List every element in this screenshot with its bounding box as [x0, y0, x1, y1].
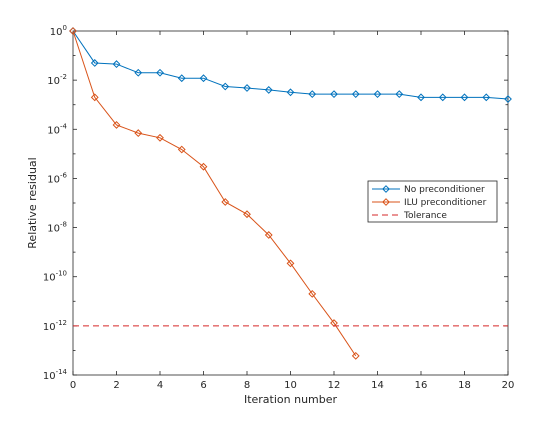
x-tick-label: 12	[328, 380, 341, 391]
x-tick-label: 2	[113, 380, 119, 391]
series-point	[199, 74, 208, 83]
series-point	[156, 133, 164, 142]
series-point	[438, 93, 447, 102]
legend-label: Tolerance	[403, 211, 447, 221]
series-point	[243, 84, 251, 92]
series-point	[177, 74, 186, 83]
series-point	[504, 95, 512, 103]
series-point	[460, 93, 469, 102]
series-point	[308, 90, 317, 99]
x-tick-label: 20	[502, 380, 515, 391]
x-tick-label: 16	[415, 380, 428, 391]
series-point	[134, 68, 143, 77]
legend-label: ILU preconditioner	[404, 198, 487, 208]
x-tick-label: 8	[244, 380, 250, 391]
series-point	[90, 93, 99, 102]
series-point	[482, 93, 491, 102]
y-tick-label: 10-8	[47, 221, 67, 235]
series-point	[112, 121, 121, 129]
series-point	[330, 90, 338, 99]
y-tick-label: 10-2	[47, 73, 67, 87]
series-point	[112, 60, 121, 68]
legend-marker	[382, 185, 390, 193]
x-tick-label: 18	[458, 380, 471, 391]
series-point	[395, 90, 404, 99]
series-point	[90, 59, 99, 67]
series-point	[177, 145, 186, 154]
x-tick-label: 14	[371, 380, 384, 391]
series-point	[69, 27, 77, 35]
series-point	[134, 129, 143, 137]
y-tick-label: 100	[50, 24, 67, 38]
series-point	[351, 90, 360, 99]
series-point	[264, 86, 273, 94]
series-point	[221, 198, 230, 206]
legend-label: No preconditioner	[404, 185, 485, 195]
series-point	[243, 210, 251, 219]
y-tick-label: 10-6	[47, 171, 67, 185]
y-tick-label: 10-4	[47, 122, 67, 136]
legend-marker	[382, 198, 390, 206]
x-tick-label: 6	[200, 380, 206, 391]
y-tick-label: 10-12	[43, 319, 67, 333]
series-line-1	[72, 30, 357, 357]
y-axis-label: Relative residual	[26, 157, 39, 248]
series-point	[221, 82, 230, 91]
series-point	[286, 259, 295, 268]
y-tick-label: 10-10	[43, 270, 67, 284]
x-axis-label: Iteration number	[244, 393, 338, 406]
series-point	[286, 88, 295, 97]
series-point	[417, 93, 425, 102]
series-point	[308, 289, 317, 298]
x-tick-label: 4	[157, 380, 163, 391]
series-point	[373, 90, 382, 99]
x-tick-label: 10	[284, 380, 297, 391]
y-tick-label: 10-14	[43, 368, 68, 382]
legend: No preconditioner ILU preconditioner Toler…	[367, 180, 498, 223]
series-line-0	[72, 30, 509, 100]
series-point	[156, 68, 164, 77]
series-point	[351, 351, 360, 360]
series-point	[199, 162, 208, 171]
x-tick-label: 0	[70, 380, 76, 391]
series-point	[264, 231, 273, 239]
